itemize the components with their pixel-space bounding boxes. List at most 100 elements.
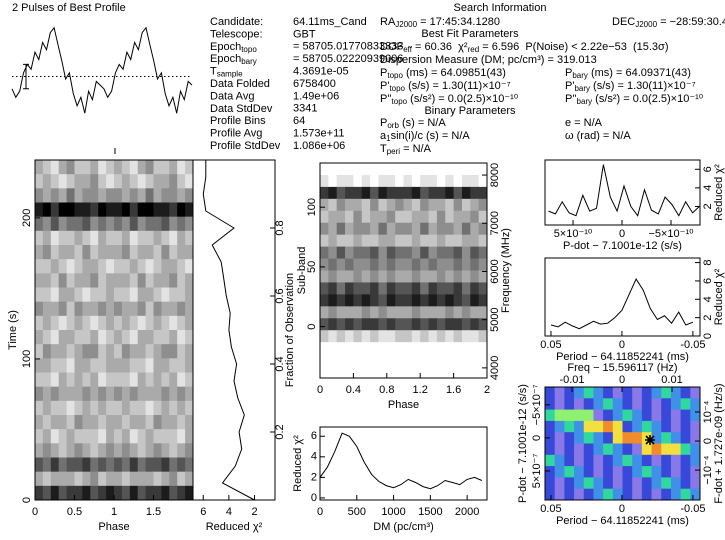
heatmap-cell — [353, 163, 363, 176]
heatmap-cell — [328, 210, 338, 224]
heatmap-cell — [395, 306, 404, 319]
heatmap-cell — [82, 245, 91, 260]
heatmap-cell — [114, 287, 123, 303]
heatmap-cell — [137, 429, 146, 444]
heatmap-cell — [378, 342, 388, 355]
heatmap-cell — [153, 259, 162, 274]
heatmap-cell — [320, 306, 329, 319]
heatmap-cell — [106, 429, 115, 444]
heatmap-cell — [403, 330, 413, 343]
heatmap-cell — [82, 457, 91, 473]
heatmap-cell — [632, 409, 643, 422]
heatmap-cell — [320, 354, 329, 367]
heatmap-cell — [320, 342, 329, 355]
heatmap-cell — [106, 457, 115, 473]
heatmap-cell — [661, 398, 672, 410]
heatmap-cell — [428, 366, 438, 379]
heatmap-cell — [98, 429, 107, 444]
heatmap-cell — [593, 466, 604, 478]
heatmap-cell — [177, 202, 186, 218]
heatmap-cell — [478, 318, 488, 331]
heatmap-cell — [35, 330, 44, 345]
heatmap-cell — [470, 354, 480, 367]
heatmap-cell — [690, 477, 701, 490]
heatmap-cell — [593, 387, 604, 399]
heatmap-cell — [35, 202, 44, 218]
heatmap-cell — [114, 315, 123, 331]
text-part: Profile Bins — [210, 115, 266, 127]
tick-label: 1.2 — [413, 384, 428, 396]
text-part: P'' — [565, 93, 577, 105]
heatmap-cell — [622, 454, 633, 467]
heatmap-cell — [370, 306, 379, 319]
heatmap-cell — [66, 415, 75, 430]
tick-label: -0.05 — [680, 339, 705, 351]
heatmap-cell — [161, 485, 170, 501]
heatmap-cell — [153, 386, 162, 402]
section-heading: Search Information — [454, 2, 547, 14]
heatmap-cell — [121, 273, 131, 288]
heatmap-cell — [445, 246, 454, 259]
heatmap-cell — [453, 282, 463, 295]
heatmap-cell — [345, 330, 354, 343]
info-value: = 58705.01770833333 — [293, 41, 403, 53]
heatmap-cell — [328, 318, 338, 331]
heatmap-cell — [58, 330, 67, 345]
heatmap-cell — [632, 398, 643, 410]
heatmap-cell — [470, 174, 480, 188]
heatmap-cell — [670, 477, 682, 490]
heatmap-cell — [161, 160, 170, 175]
text-part: DEC — [612, 16, 635, 28]
heatmap-cell — [445, 354, 454, 367]
heatmap-cell — [445, 163, 454, 176]
heatmap-cell — [386, 342, 396, 355]
text-part: Dispersion Measure (DM; pc/cm³) = 319.01… — [380, 54, 597, 66]
heatmap-cell — [42, 358, 52, 373]
heatmap-cell — [145, 230, 154, 246]
heatmap-cell — [145, 344, 154, 359]
heatmap-cell — [82, 372, 91, 388]
y2-axis-label: Frequency (MHz) — [500, 228, 512, 313]
heatmap-cell — [145, 400, 154, 416]
heatmap-cell — [470, 198, 480, 212]
info-label: Candidate: — [210, 16, 263, 28]
heatmap-cell — [58, 216, 67, 232]
heatmap-cell — [114, 386, 123, 402]
heatmap-cell — [114, 372, 123, 388]
heatmap-cell — [378, 294, 388, 307]
heatmap-cell — [74, 230, 83, 246]
heatmap-cell — [478, 342, 488, 355]
heatmap-cell — [651, 443, 662, 456]
heatmap-cell — [445, 186, 454, 200]
heatmap-cell — [461, 210, 471, 224]
heatmap-cell — [564, 432, 575, 444]
heatmap-cell — [661, 443, 672, 456]
heatmap-cell — [378, 210, 388, 224]
heatmap-cell — [361, 282, 371, 295]
heatmap-cell — [50, 301, 60, 317]
heatmap-cell — [386, 270, 396, 283]
heatmap-cell — [545, 432, 556, 444]
heatmap-cell — [98, 330, 107, 345]
heatmap-cell — [378, 234, 388, 248]
tick-label: 2 — [702, 203, 714, 209]
heatmap-cell — [114, 301, 123, 317]
heatmap-cell — [403, 294, 413, 307]
heatmap-cell — [58, 245, 67, 260]
heatmap-cell — [35, 386, 44, 402]
heatmap-cell — [690, 398, 701, 410]
heatmap-cell — [42, 344, 52, 359]
heatmap-cell — [50, 358, 60, 373]
heatmap-cell — [137, 400, 146, 416]
heatmap-cell — [328, 246, 338, 259]
heatmap-cell — [121, 443, 131, 458]
heatmap-cell — [320, 330, 329, 343]
heatmap-cell — [361, 306, 371, 319]
heatmap-cell — [145, 315, 154, 331]
info-line: ω (rad) = N/A — [565, 130, 631, 142]
heatmap-cell — [50, 457, 60, 473]
heatmap-cell — [336, 186, 346, 200]
heatmap-cell — [386, 294, 396, 307]
heatmap-cell — [74, 188, 83, 203]
heatmap-cell — [378, 163, 388, 176]
